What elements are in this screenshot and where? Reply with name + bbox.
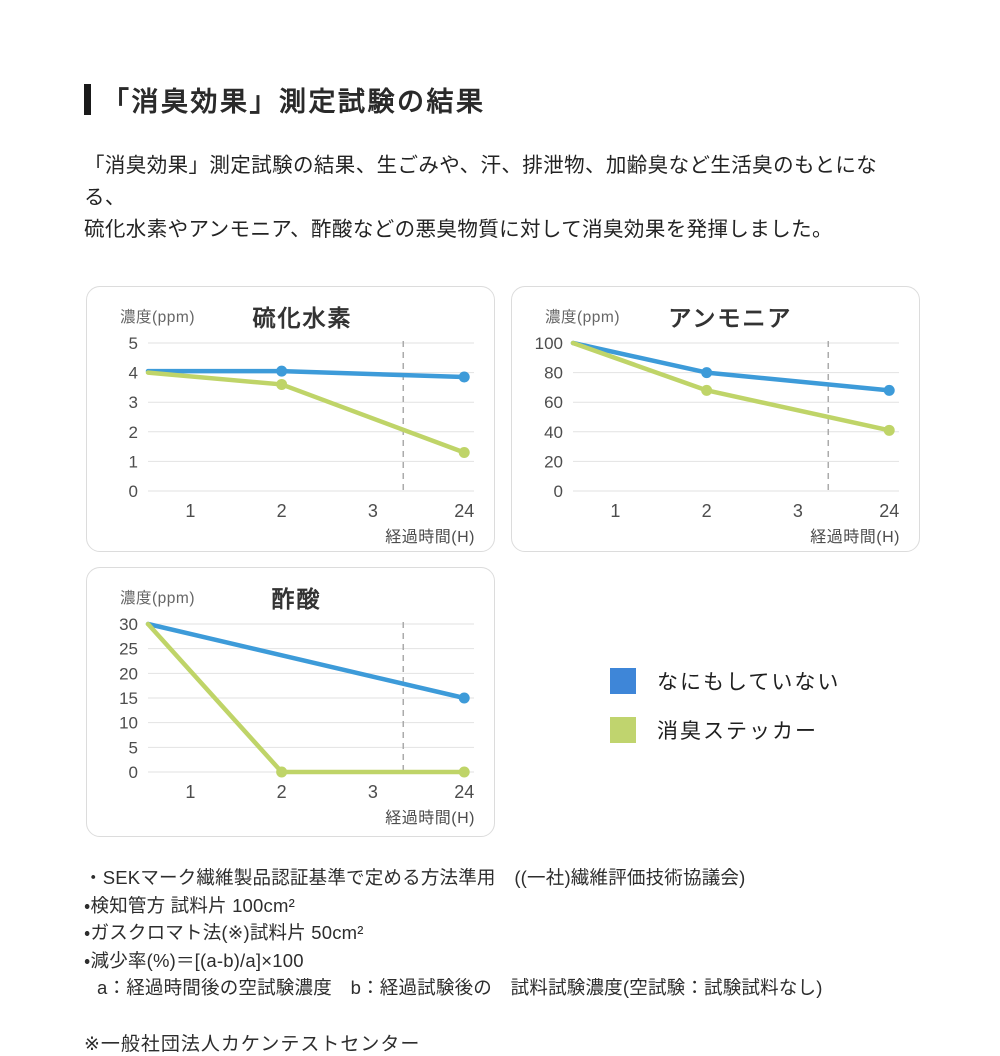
y-unit-label: 濃度(ppm) <box>120 309 195 326</box>
x-axis-label: 経過時間(H) <box>385 810 475 827</box>
x-axis-label: 経過時間(H) <box>385 529 475 546</box>
chart-panel-hydrogen-sulfide: 濃度(ppm) 硫化水素 0 1 2 3 4 5 1 2 3 24 経過時間(H) <box>86 286 495 552</box>
svg-text:40: 40 <box>544 423 563 442</box>
svg-text:0: 0 <box>129 763 138 782</box>
svg-text:5: 5 <box>129 738 138 757</box>
charts-grid: 濃度(ppm) 硫化水素 0 1 2 3 4 5 1 2 3 24 経過時間(H) 濃度(ppm)… <box>86 286 920 837</box>
intro-line-2: 硫化水素やアンモニア、酢酸などの悪臭物質に対して消臭効果を発揮しました。 <box>84 218 833 241</box>
legend-label: 消臭ステッカー <box>657 720 818 743</box>
footnotes: ・SEKマーク繊維製品認証基準で定める方法準用 ((一社)繊維評価技術協議会) … <box>84 864 916 1002</box>
svg-text:2: 2 <box>702 501 712 521</box>
chart-header: 濃度(ppm) 酢酸 <box>100 578 481 614</box>
chart-header: 濃度(ppm) 硫化水素 <box>100 297 481 333</box>
svg-text:3: 3 <box>368 501 378 521</box>
svg-text:5: 5 <box>129 334 138 353</box>
header: 「消臭効果」測定試験の結果 <box>84 80 916 119</box>
chart-title: 酢酸 <box>271 586 322 612</box>
svg-text:24: 24 <box>454 501 474 521</box>
svg-text:20: 20 <box>119 664 138 683</box>
svg-text:1: 1 <box>610 501 620 521</box>
svg-text:25: 25 <box>119 640 138 659</box>
title-accent-bar <box>84 84 91 115</box>
svg-text:60: 60 <box>544 393 563 412</box>
svg-text:3: 3 <box>793 501 803 521</box>
chart-panel-acetic-acid: 濃度(ppm) 酢酸 0 5 10 15 20 25 30 1 2 3 24 経過時間(H) <box>86 567 495 837</box>
legend-cell: なにもしていない 消臭ステッカー <box>511 567 920 837</box>
svg-text:2: 2 <box>129 423 138 442</box>
svg-text:30: 30 <box>119 615 138 634</box>
intro-line-1: 「消臭効果」測定試験の結果、生ごみや、汗、排泄物、加齢臭など生活臭のもとになる、 <box>84 154 878 209</box>
svg-text:1: 1 <box>129 452 138 471</box>
footnote-line: a：経過時間後の空試験濃度 b：経過試験後の 試料試験濃度(空試験：試験試料なし… <box>97 977 823 998</box>
svg-text:2: 2 <box>277 501 287 521</box>
svg-text:1: 1 <box>185 782 195 802</box>
svg-text:100: 100 <box>535 334 563 353</box>
svg-text:3: 3 <box>129 393 138 412</box>
svg-text:10: 10 <box>119 714 138 733</box>
svg-text:0: 0 <box>129 482 138 501</box>
svg-text:20: 20 <box>544 452 563 471</box>
legend-item-no-treatment: なにもしていない <box>610 666 840 696</box>
page-title: 「消臭効果」測定試験の結果 <box>102 87 486 117</box>
legend: なにもしていない 消臭ステッカー <box>610 666 840 764</box>
svg-text:15: 15 <box>119 689 138 708</box>
x-axis-label: 経過時間(H) <box>810 529 900 546</box>
y-unit-label: 濃度(ppm) <box>120 590 195 607</box>
line-chart-ammonia: 0 20 40 60 80 100 1 2 3 24 <box>535 334 900 521</box>
svg-text:4: 4 <box>129 364 138 383</box>
svg-text:2: 2 <box>277 782 287 802</box>
svg-text:0: 0 <box>554 482 563 501</box>
legend-label: なにもしていない <box>657 671 841 694</box>
chart-title: アンモニア <box>668 305 793 331</box>
intro-paragraph: 「消臭効果」測定試験の結果、生ごみや、汗、排泄物、加齢臭など生活臭のもとになる、… <box>84 150 916 246</box>
svg-text:1: 1 <box>185 501 195 521</box>
line-chart-acetic-acid: 0 5 10 15 20 25 30 1 2 3 24 <box>119 615 474 802</box>
legend-swatch-blue <box>610 668 636 694</box>
svg-text:3: 3 <box>368 782 378 802</box>
legend-item-deodorant-sticker: 消臭ステッカー <box>610 715 840 745</box>
footnote-line: ・検知管方 試料片 100cm² <box>84 894 295 916</box>
svg-text:24: 24 <box>879 501 899 521</box>
svg-text:80: 80 <box>544 364 563 383</box>
agency-note: ※一般社団法人カケンテストセンター <box>84 1033 421 1055</box>
footnote-line: ・SEKマーク繊維製品認証基準で定める方法準用 ((一社)繊維評価技術協議会) <box>84 867 746 888</box>
footnote-line: ・ガスクロマト法(※)試料片 50cm² <box>84 922 364 943</box>
svg-text:24: 24 <box>454 782 474 802</box>
legend-swatch-green <box>610 717 636 743</box>
line-chart-hydrogen-sulfide: 0 1 2 3 4 5 1 2 3 24 <box>129 334 475 521</box>
chart-panel-ammonia: 濃度(ppm) アンモニア 0 20 40 60 80 100 1 2 3 24 経過時間(H) <box>511 286 920 552</box>
chart-title: 硫化水素 <box>252 305 353 331</box>
chart-header: 濃度(ppm) アンモニア <box>525 297 906 333</box>
footnote-line: ・減少率(%)＝[(a-b)/a]×100 <box>84 949 304 971</box>
y-unit-label: 濃度(ppm) <box>545 309 620 326</box>
